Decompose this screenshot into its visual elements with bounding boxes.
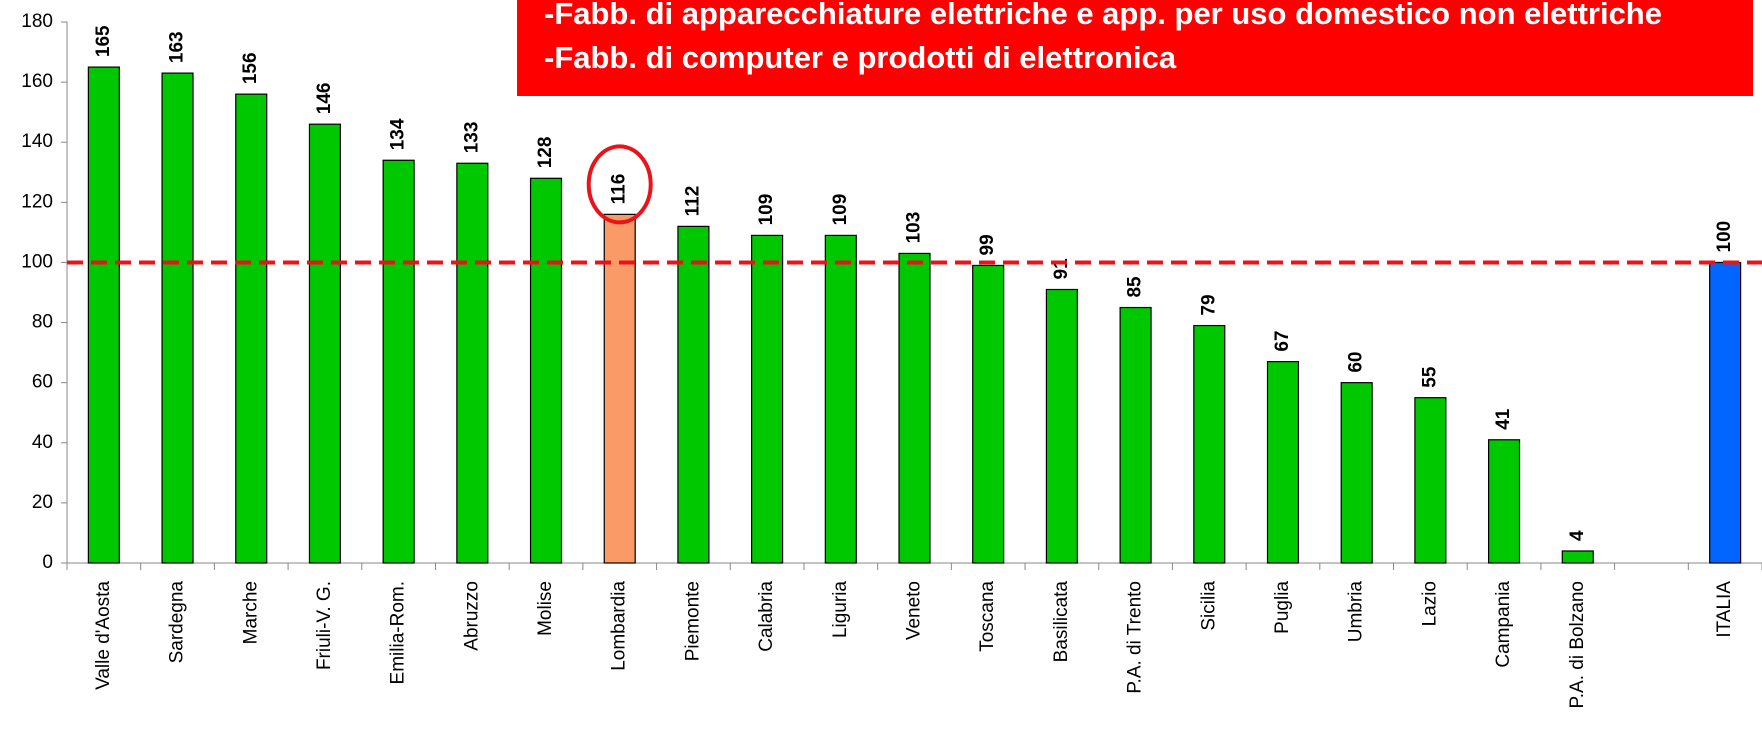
value-label: 112 [682,186,703,217]
x-tick-label: Abruzzo [461,581,482,651]
value-label: 99 [977,234,998,255]
bar [456,162,489,564]
bar [751,234,784,564]
bar [308,123,342,564]
value-label: 100 [1714,221,1735,253]
y-tick-label: 20 [32,492,53,513]
annotation: -Fabb. di apparecchiature elettriche e a… [544,0,1662,31]
y-tick-label: 100 [21,251,53,272]
bar [824,234,857,564]
bar [529,177,563,564]
x-tick-label: Lazio [1419,581,1440,626]
value-label: 109 [756,194,777,226]
x-tick-label: Piemonte [682,581,703,661]
value-label: 55 [1419,366,1440,388]
value-label: 41 [1493,408,1514,430]
value-label: 67 [1272,330,1293,351]
bar [87,66,120,564]
value-label: 116 [609,174,630,205]
x-tick-label: Toscana [977,581,998,652]
bar [972,264,1005,564]
title-box [517,0,1753,96]
value-label: 163 [167,31,188,63]
y-tick-label: 80 [32,312,53,333]
value-label: 156 [240,52,261,84]
y-tick-label: 0 [42,552,53,573]
y-tick-label: 120 [21,191,53,212]
bar [1709,261,1742,564]
x-tick-label: Puglia [1272,581,1293,634]
bar [603,213,636,564]
x-tick-label: P.A. di Trento [1125,581,1146,694]
x-tick-label: Liguria [830,581,851,638]
bar [1487,439,1521,564]
x-tick-label: P.A. di Bolzano [1567,581,1588,708]
bar [1045,288,1078,564]
y-tick-label: 140 [21,131,53,152]
value-label: 165 [93,25,114,57]
value-label: 128 [535,137,556,169]
x-tick-label: Sicilia [1198,581,1219,631]
x-tick-label: Veneto [904,581,925,640]
x-tick-label: Molise [535,581,556,636]
bar [382,159,415,564]
x-tick-label: Basilicata [1051,581,1072,663]
bar [1119,306,1152,564]
x-tick-label: Calabria [756,581,777,652]
highlight-circle [586,144,653,225]
bar [1561,550,1594,564]
value-label: 60 [1346,352,1367,373]
x-tick-label: Friuli-V. G. [314,581,335,670]
bar [1193,324,1226,564]
x-tick-label: Sardegna [167,581,188,664]
bar [677,225,710,564]
x-tick-label: ITALIA [1714,581,1735,638]
bar [898,252,931,564]
value-label: 103 [904,212,925,244]
x-tick-label: Emilia-Rom. [388,581,409,684]
y-tick-label: 180 [21,11,53,32]
x-tick-label: Lombardia [609,581,630,671]
annotation: -Fabb. di computer e prodotti di elettro… [544,40,1177,75]
y-tick-label: 60 [32,372,53,393]
x-tick-label: Umbria [1346,581,1367,643]
x-tick-label: Campania [1493,581,1514,668]
bar [1340,382,1373,564]
value-label: 4 [1567,530,1588,541]
bar [235,93,268,564]
bar [1414,397,1447,564]
value-label: 146 [314,82,335,114]
x-tick-label: Marche [240,581,261,644]
value-label: 79 [1198,294,1219,315]
value-label: 85 [1125,276,1146,298]
y-tick-label: 40 [32,432,53,453]
bar [1266,361,1300,564]
x-tick-label: Valle d'Aosta [93,581,114,690]
bar [161,72,194,564]
value-label: 133 [461,122,482,154]
value-label: 109 [830,194,851,226]
y-tick-label: 160 [21,71,53,92]
value-label: 134 [388,118,409,150]
